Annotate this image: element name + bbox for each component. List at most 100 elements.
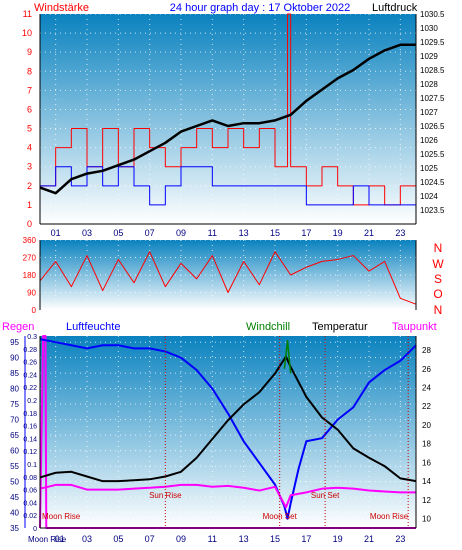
chart1-right-tick-label: 1028	[420, 80, 438, 89]
chart3-x-tick-label: 21	[364, 534, 374, 544]
chart1-left-tick-label: 10	[22, 28, 32, 38]
chart1-right-tick-label: 1024	[420, 192, 438, 201]
chart1-right-tick-label: 1029.5	[420, 38, 445, 47]
rain-tick-label: 0.28	[23, 347, 37, 354]
chart1-left-tick-label: 11	[23, 9, 32, 19]
rain-tick-label: 0.2	[27, 398, 37, 405]
temperature-tick-label: 26	[422, 365, 431, 374]
event-label: Moon Set	[263, 512, 298, 521]
dir-label-w: W	[432, 257, 444, 271]
temperature-tick-label: 24	[422, 384, 431, 393]
chart3-x-tick-label: 23	[395, 534, 405, 544]
gust-line	[40, 166, 416, 206]
chart1-plot-area	[40, 14, 416, 224]
chart1-right-tick-label: 1026	[420, 136, 438, 145]
chart3-x-tick-label: 17	[301, 534, 311, 544]
temperature-tick-label: 16	[422, 458, 431, 467]
rain-tick-label: 0.1	[27, 462, 37, 469]
dewpoint-line	[39, 483, 416, 509]
chart3-x-tick-label: 13	[239, 534, 249, 544]
chart1-x-tick-label: 23	[395, 228, 405, 238]
humidity-tick-label: 45	[10, 493, 19, 502]
dir-label-o: O	[433, 287, 442, 301]
legend-windchill: Windchill	[246, 321, 290, 333]
chart1-left-tick-label: 3	[27, 162, 32, 172]
temperature-tick-label: 18	[422, 440, 431, 449]
rain-tick-label: 0.08	[23, 475, 37, 482]
chart3-plot-area	[40, 336, 416, 528]
chart1-x-tick-label: 13	[239, 228, 249, 238]
rain-tick-label: 0.04	[23, 500, 37, 507]
wind-direction-line	[39, 251, 417, 305]
chart1-left-tick-label: 6	[27, 104, 32, 114]
rain-tick-label: 0.22	[23, 385, 37, 392]
chart1-center-title: 24 hour graph day : 17 Oktober 2022	[170, 2, 350, 14]
chart1-left-tick-label: 5	[27, 124, 32, 134]
chart1-right-tick-label: 1030.5	[420, 10, 445, 19]
chart3-x-tick-label: 07	[145, 534, 155, 544]
chart2-left-tick-label: 90	[27, 289, 36, 298]
humidity-tick-label: 70	[10, 416, 19, 425]
temperature-tick-label: 28	[422, 346, 431, 355]
chart1-x-tick-label: 15	[270, 228, 280, 238]
rain-tick-label: 0.16	[23, 424, 37, 431]
rain-tick-label: 0.24	[23, 372, 37, 379]
chart1-right-tick-label: 1030	[420, 24, 438, 33]
chart2-left-tick-label: 0	[32, 306, 37, 315]
temperature-tick-label: 22	[422, 402, 431, 411]
chart2-left-tick-label: 180	[23, 271, 37, 280]
chart1-x-tick-label: 05	[113, 228, 123, 238]
humidity-line	[39, 338, 417, 520]
dir-label-s: S	[434, 272, 442, 286]
chart1-left-tick-label: 1	[27, 200, 32, 210]
legend-rain: Regen	[2, 321, 34, 333]
pressure-line	[39, 43, 416, 195]
chart1-left-title: Windstärke	[34, 2, 89, 14]
chart1-left-tick-label: 8	[27, 66, 32, 76]
humidity-tick-label: 50	[10, 478, 19, 487]
chart1-right-tick-label: 1028.5	[420, 66, 445, 75]
humidity-tick-label: 85	[10, 369, 19, 378]
dir-label-n: N	[434, 241, 443, 255]
temperature-line	[39, 355, 417, 483]
legend-dewpoint: Taupunkt	[392, 321, 437, 333]
chart2-left-tick-label: 360	[23, 236, 37, 245]
chart1-right-tick-label: 1024.5	[420, 178, 445, 187]
chart1-right-tick-label: 1029	[420, 52, 438, 61]
chart1-x-tick-label: 11	[208, 228, 217, 238]
event-label: Moon Rise	[42, 512, 81, 521]
chart1-x-tick-label: 07	[145, 228, 155, 238]
chart1-left-tick-label: 2	[27, 181, 32, 191]
chart1-left-tick-label: 4	[27, 143, 32, 153]
chart3-x-tick-label: 09	[176, 534, 186, 544]
temperature-tick-label: 12	[422, 496, 431, 505]
chart3-x-tick-label: 05	[113, 534, 123, 544]
event-label: Moon Rise	[370, 512, 409, 521]
chart3-x-tick-label: Moon Rise	[28, 535, 67, 544]
chart3-x-tick-label: 19	[333, 534, 343, 544]
chart3-x-tick-label: 03	[82, 534, 92, 544]
humidity-tick-label: 80	[10, 385, 19, 394]
humidity-tick-label: 65	[10, 431, 19, 440]
temperature-tick-label: 10	[422, 515, 431, 524]
dir-label-n2: N	[434, 303, 443, 317]
rain-tick-label: 0.12	[23, 449, 37, 456]
temperature-tick-label: 14	[422, 477, 431, 486]
chart3-x-tick-label: 15	[270, 534, 280, 544]
rain-tick-label: 0.06	[23, 488, 37, 495]
chart3-x-tick-label: 11	[208, 534, 217, 544]
rain-tick-label: 0.14	[23, 436, 37, 443]
legend-humidity: Luftfeuchte	[66, 321, 120, 333]
humidity-tick-label: 95	[10, 338, 19, 347]
chart1-x-tick-label: 21	[364, 228, 374, 238]
chart1-left-tick-label: 0	[27, 219, 32, 229]
event-label: Sun Rise	[149, 491, 182, 500]
legend-temperature: Temperatur	[312, 321, 368, 333]
chart1-x-tick-label: 09	[176, 228, 186, 238]
temperature-tick-label: 20	[422, 421, 431, 430]
chart1-right-tick-label: 1027	[420, 108, 438, 117]
chart1-x-tick-label: 17	[301, 228, 311, 238]
humidity-tick-label: 40	[10, 509, 19, 518]
humidity-tick-label: 90	[10, 354, 19, 363]
